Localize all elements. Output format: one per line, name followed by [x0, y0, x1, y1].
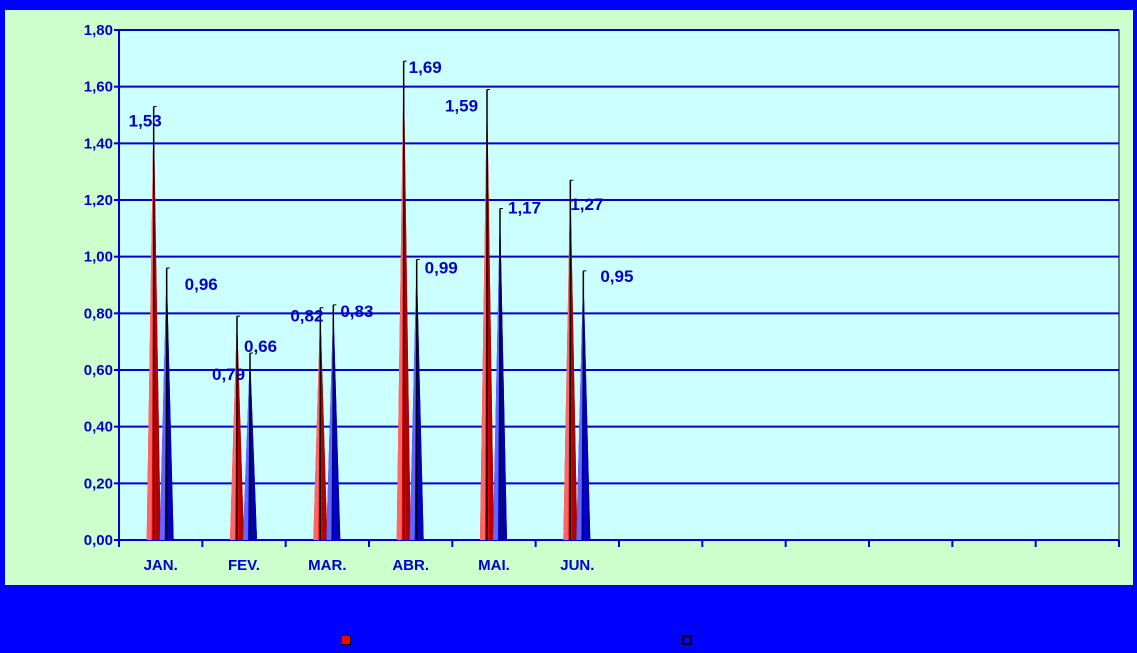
x-tick-label: MAI.	[478, 557, 510, 574]
y-tick-label: 0,40	[84, 419, 113, 436]
data-label: 0,83	[340, 302, 373, 321]
data-label: 0,66	[244, 337, 277, 356]
bar-part	[500, 208, 507, 540]
bar-part	[480, 89, 487, 540]
bar-series-1	[563, 179, 578, 540]
bar-part	[487, 89, 494, 540]
data-label: 1,59	[445, 97, 478, 116]
data-label: 0,82	[290, 307, 323, 326]
bar-part	[146, 106, 154, 540]
bar-part	[493, 208, 500, 540]
bar-series-2	[159, 267, 174, 540]
x-tick-label: FEV.	[228, 557, 260, 574]
y-tick-label: 0,60	[84, 362, 113, 379]
data-label: 1,17	[508, 199, 541, 218]
bar-part	[403, 61, 411, 541]
y-tick-label: 1,40	[84, 135, 113, 152]
bar-chart: 0,00 0,20 0,40 0,60 0,80 1,00 1,20 1,40 1,60 1,80…	[84, 22, 1120, 574]
legend-swatch-series-1	[341, 635, 351, 645]
bar-series-2	[326, 304, 341, 540]
data-label: 0,79	[212, 365, 245, 384]
bar-part	[570, 180, 578, 540]
bar-part	[230, 316, 237, 540]
bar-series-2	[493, 208, 507, 540]
bar-series-1	[480, 89, 494, 540]
y-tick-label: 0,80	[84, 305, 113, 322]
bar-part	[333, 304, 341, 540]
bar-part	[326, 304, 334, 540]
bar-part	[243, 353, 250, 540]
bar-part	[320, 307, 328, 540]
data-label: 0,95	[600, 267, 633, 286]
bar-part	[237, 316, 244, 540]
plot-area	[118, 29, 1120, 541]
bar-part	[153, 106, 161, 540]
bar-part	[396, 61, 404, 541]
y-tick-label: 0,20	[84, 475, 113, 492]
x-tick-label: ABR.	[392, 557, 429, 574]
bar-series-2	[409, 259, 424, 540]
bar-part	[563, 180, 571, 540]
bar-part	[159, 268, 167, 540]
bar-part	[416, 259, 424, 540]
bar-series-2	[576, 270, 591, 540]
data-label: 0,96	[185, 275, 218, 294]
y-tick-label: 0,00	[84, 532, 113, 549]
bar-part	[409, 259, 417, 540]
data-label: 1,69	[409, 58, 442, 77]
data-label: 1,27	[570, 195, 603, 214]
x-tick-label: JUN.	[560, 557, 594, 574]
bar-series-1	[313, 307, 328, 540]
y-tick-label: 1,80	[84, 22, 113, 39]
bar-part	[576, 270, 584, 540]
bar-part	[250, 353, 257, 540]
bar-series-1	[146, 106, 161, 540]
x-tick-label: JAN.	[144, 557, 178, 574]
legend	[0, 635, 1137, 649]
legend-swatch-series-2	[682, 635, 692, 645]
bar-part	[583, 270, 591, 540]
data-label: 0,99	[425, 259, 458, 278]
y-tick-label: 1,20	[84, 192, 113, 209]
y-tick-label: 1,60	[84, 79, 113, 96]
data-label: 1,53	[129, 112, 162, 131]
bar-series-1	[396, 60, 411, 541]
bar-series-2	[243, 352, 257, 540]
bar-part	[166, 268, 174, 540]
chart-panel: 0,00 0,20 0,40 0,60 0,80 1,00 1,20 1,40 1,60 1,80…	[5, 10, 1133, 585]
bar-series-1	[230, 315, 244, 540]
x-tick-label: MAR.	[308, 557, 346, 574]
bar-part	[313, 307, 321, 540]
y-tick-label: 1,00	[84, 249, 113, 266]
